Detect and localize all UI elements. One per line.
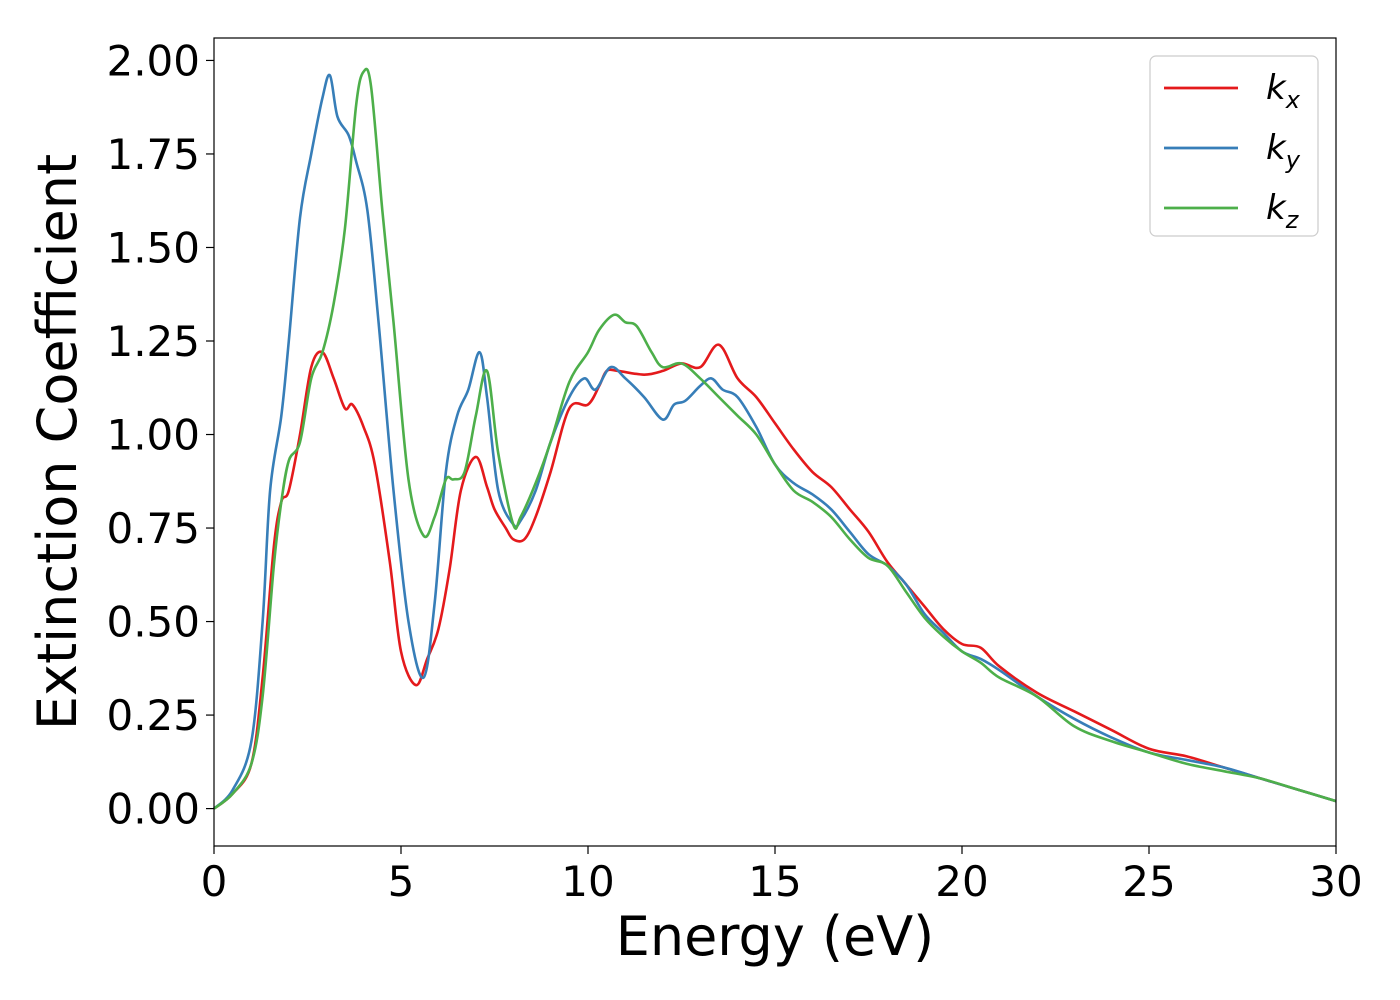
y-tick-label: 1.75 (106, 130, 200, 179)
x-tick-label: 10 (561, 857, 614, 906)
y-tick-label: 2.00 (106, 36, 200, 85)
x-tick-label: 30 (1309, 857, 1362, 906)
y-tick-label: 0.50 (106, 598, 200, 647)
series-line-kx (213, 343, 1337, 810)
x-axis: 0 5 10 15 20 25 30 (201, 846, 1363, 906)
legend-box (1149, 55, 1319, 237)
x-tick-label: 5 (388, 857, 415, 906)
y-tick-label: 1.50 (106, 223, 200, 272)
x-tick-label: 20 (935, 857, 988, 906)
y-tick-label: 0.75 (106, 504, 200, 553)
legend: kx ky kz (1149, 55, 1319, 237)
series-line-kz (213, 67, 1337, 810)
x-axis-title: Energy (eV) (616, 905, 935, 968)
y-axis: 0.00 0.25 0.50 0.75 1.00 1.25 1.50 1.75 2.00 (106, 36, 214, 834)
legend-label-ky: ky (1266, 128, 1301, 174)
legend-label-kz: kz (1266, 188, 1300, 234)
plot-lines (213, 67, 1337, 810)
x-tick-label: 0 (201, 857, 228, 906)
y-tick-label: 1.00 (106, 411, 200, 460)
y-tick-label: 0.25 (106, 691, 200, 740)
y-tick-label: 1.25 (106, 317, 200, 366)
x-tick-label: 25 (1122, 857, 1175, 906)
x-tick-label: 15 (748, 857, 801, 906)
y-axis-title: Extinction Coefficient (26, 154, 89, 730)
legend-label-kx: kx (1266, 68, 1301, 114)
y-tick-label: 0.00 (106, 785, 200, 834)
